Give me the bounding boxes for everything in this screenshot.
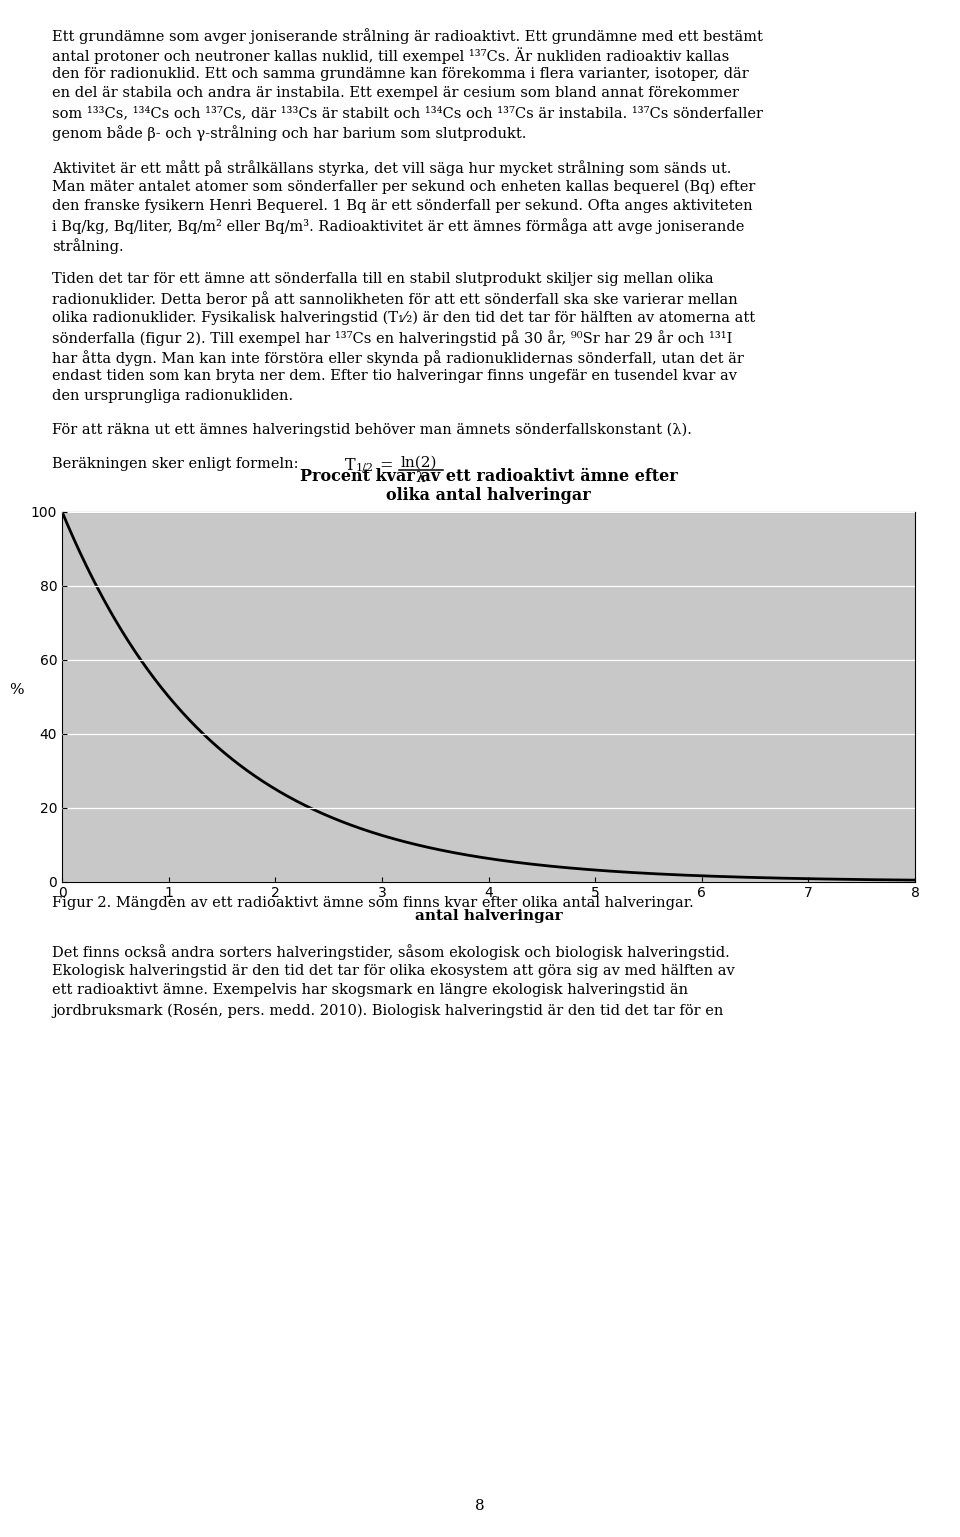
Text: ln(2): ln(2) [401,456,438,470]
Text: Det finns också andra sorters halveringstider, såsom ekologisk och biologisk hal: Det finns också andra sorters halverings… [52,944,730,961]
Text: T: T [345,456,355,473]
Text: endast tiden som kan bryta ner dem. Efter tio halveringar finns ungefär en tusen: endast tiden som kan bryta ner dem. Efte… [52,369,737,383]
Text: sönderfalla (figur 2). Till exempel har ¹³⁷Cs en halveringstid på 30 år, ⁹⁰Sr ha: sönderfalla (figur 2). Till exempel har … [52,330,732,346]
Text: olika radionuklider. Fysikalisk halveringstid (T₁⁄₂) är den tid det tar för hälf: olika radionuklider. Fysikalisk halverin… [52,310,756,326]
Text: genom både β- och γ-strålning och har barium som slutprodukt.: genom både β- och γ-strålning och har ba… [52,126,526,141]
Text: Tiden det tar för ett ämne att sönderfalla till en stabil slutprodukt skiljer si: Tiden det tar för ett ämne att sönderfal… [52,272,713,286]
Text: den franske fysikern Henri Bequerel. 1 Bq är ett sönderfall per sekund. Ofta ang: den franske fysikern Henri Bequerel. 1 B… [52,198,753,212]
Text: som ¹³³Cs, ¹³⁴Cs och ¹³⁷Cs, där ¹³³Cs är stabilt och ¹³⁴Cs och ¹³⁷Cs är instabil: som ¹³³Cs, ¹³⁴Cs och ¹³⁷Cs, där ¹³³Cs är… [52,106,763,120]
Text: den för radionuklid. Ett och samma grundämne kan förekomma i flera varianter, is: den för radionuklid. Ett och samma grund… [52,68,749,81]
X-axis label: antal halveringar: antal halveringar [415,908,563,922]
Text: λ: λ [415,470,424,486]
Text: Man mäter antalet atomer som sönderfaller per sekund och enheten kallas bequerel: Man mäter antalet atomer som sönderfalle… [52,180,756,194]
Text: Aktivitet är ett mått på strålkällans styrka, det vill säga hur mycket strålning: Aktivitet är ett mått på strålkällans st… [52,160,732,175]
Text: Ett grundämne som avger joniserande strålning är radioaktivt. Ett grundämne med : Ett grundämne som avger joniserande strå… [52,28,763,45]
Text: en del är stabila och andra är instabila. Ett exempel är cesium som bland annat : en del är stabila och andra är instabila… [52,86,739,100]
Text: i Bq/kg, Bq/liter, Bq/m² eller Bq/m³. Radioaktivitet är ett ämnes förmåga att av: i Bq/kg, Bq/liter, Bq/m² eller Bq/m³. Ra… [52,218,744,234]
Text: Figur 2. Mängden av ett radioaktivt ämne som finns kvar efter olika antal halver: Figur 2. Mängden av ett radioaktivt ämne… [52,896,694,910]
Text: strålning.: strålning. [52,238,124,254]
Text: Ekologisk halveringstid är den tid det tar för olika ekosystem att göra sig av m: Ekologisk halveringstid är den tid det t… [52,964,734,978]
Text: 1/2: 1/2 [356,463,374,472]
Text: jordbruksmark (Rosén, pers. medd. 2010). Biologisk halveringstid är den tid det : jordbruksmark (Rosén, pers. medd. 2010).… [52,1002,724,1017]
Text: 8: 8 [475,1499,485,1512]
Text: För att räkna ut ett ämnes halveringstid behöver man ämnets sönderfallskonstant : För att räkna ut ett ämnes halveringstid… [52,423,692,437]
Text: den ursprungliga radionukliden.: den ursprungliga radionukliden. [52,389,293,403]
Y-axis label: %: % [10,682,24,696]
Text: radionuklider. Detta beror på att sannolikheten för att ett sönderfall ska ske v: radionuklider. Detta beror på att sannol… [52,290,737,307]
Text: ett radioaktivt ämne. Exempelvis har skogsmark en längre ekologisk halveringstid: ett radioaktivt ämne. Exempelvis har sko… [52,984,688,998]
Text: Beräkningen sker enligt formeln:: Beräkningen sker enligt formeln: [52,456,299,470]
Title: Procent kvar av ett radioaktivt ämne efter
olika antal halveringar: Procent kvar av ett radioaktivt ämne eft… [300,467,678,504]
Text: har åtta dygn. Man kan inte förstöra eller skynda på radionuklidernas sönderfall: har åtta dygn. Man kan inte förstöra ell… [52,350,744,366]
Text: antal protoner och neutroner kallas nuklid, till exempel ¹³⁷Cs. Är nukliden radi: antal protoner och neutroner kallas nukl… [52,48,730,65]
Text: =: = [379,456,393,473]
